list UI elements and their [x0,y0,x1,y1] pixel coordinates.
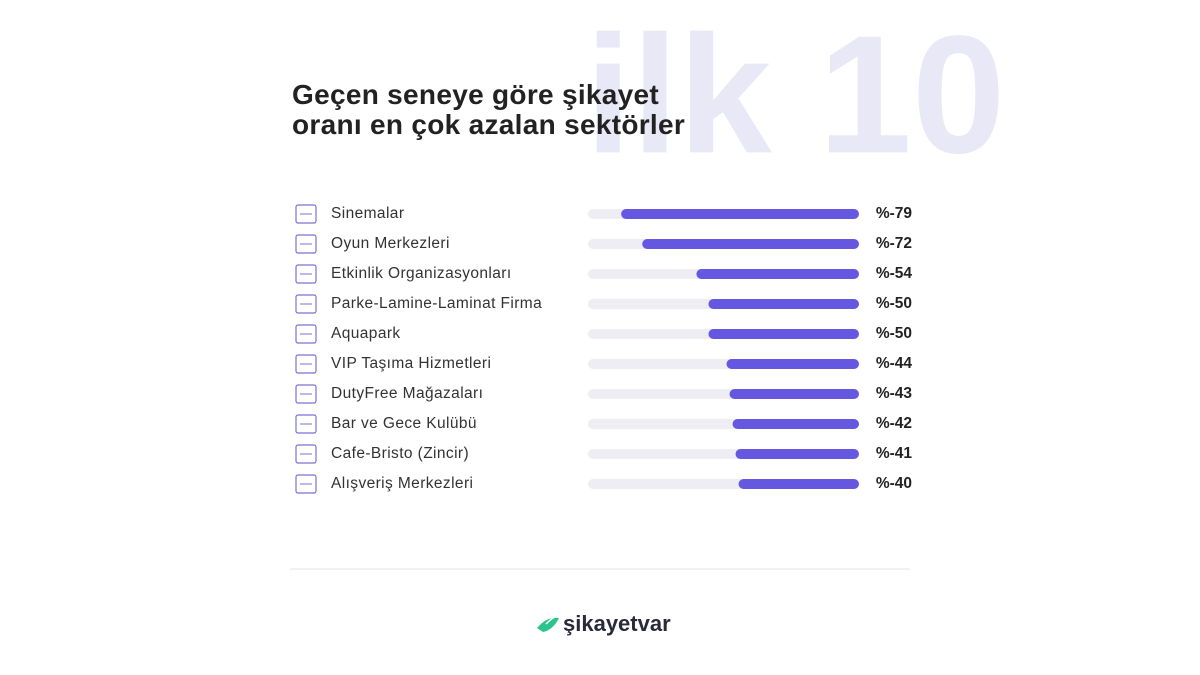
bar [729,389,859,399]
icon [295,474,317,494]
icon [295,384,317,404]
value-label: %-79 [876,205,913,222]
category-label: Sinemalar [331,205,404,222]
chart-title: Geçen seneye göre şikayet oranı en çok a… [292,79,686,140]
icon [295,414,317,434]
category-label: Etkinlik Organizasyonları [331,265,512,282]
category-label: VIP Taşıma Hizmetleri [331,355,491,372]
value-label: %-42 [876,415,912,432]
value-label: %-40 [876,475,912,492]
category-label: Alışveriş Merkezleri [331,475,473,492]
bar [732,419,859,429]
category-label: Oyun Merkezleri [331,235,450,252]
value-label: %-41 [876,445,913,462]
bar [708,329,859,339]
logo-leaf [537,617,559,632]
brand: şikayetvar [563,611,671,636]
bar [696,269,859,279]
watermark: ilk 10 [585,0,1005,188]
value-label: %-54 [876,265,913,282]
icon [295,294,317,314]
value-label: %-50 [876,295,912,312]
category-label: DutyFree Mağazaları [331,385,483,402]
icon [295,354,317,374]
icon [295,324,317,344]
value-label: %-43 [876,385,913,402]
icon [295,444,317,464]
value-label: %-72 [876,235,912,252]
bar [621,209,859,219]
category-label: Aquapark [331,325,401,342]
value-label: %-50 [876,325,912,342]
bar [708,299,859,309]
bar [738,479,859,489]
icon [295,264,317,284]
bar [642,239,859,249]
bar [726,359,859,369]
category-label: Parke-Lamine-Laminat Firma [331,295,542,312]
logo-leaf-vein [545,614,563,625]
value-label: %-44 [876,355,913,372]
icon [295,234,317,254]
bar [735,449,859,459]
icon [295,204,317,224]
category-label: Bar ve Gece Kulübü [331,415,477,432]
category-label: Cafe-Bristo (Zincir) [331,445,469,462]
